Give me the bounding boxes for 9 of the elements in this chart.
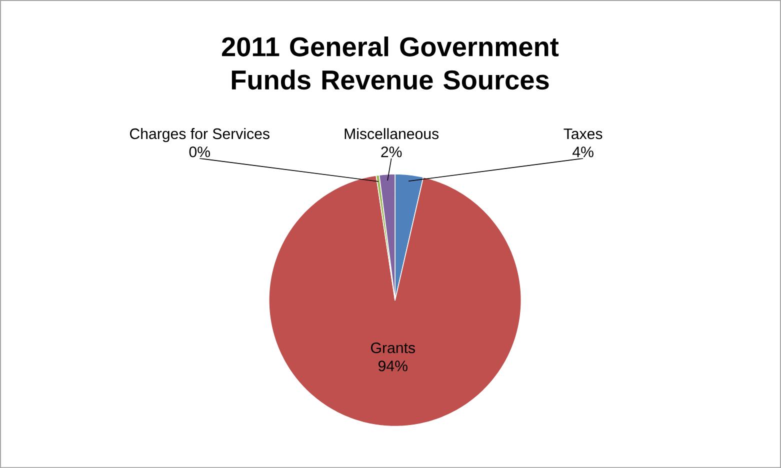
data-label: 4% <box>572 146 594 158</box>
slice-label: Miscellaneous <box>344 128 439 140</box>
chart-title: 2011 General Government Funds Revenue Sources <box>222 36 559 90</box>
data-label: 2% <box>381 146 402 158</box>
data-label: 0% <box>189 146 210 158</box>
slice-label: Grants <box>371 342 415 354</box>
slice-label: Charges for Services <box>130 128 270 142</box>
data-label: 94% <box>378 360 408 372</box>
slice-label: Taxes <box>564 128 602 140</box>
